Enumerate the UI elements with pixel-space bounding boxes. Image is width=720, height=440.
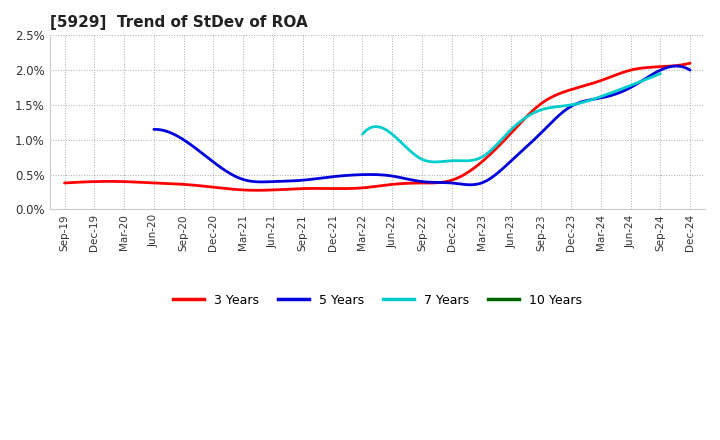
3 Years: [435, 180, 444, 185]
5 Years: [150, 127, 158, 132]
Line: 7 Years: 7 Years: [362, 73, 660, 162]
3 Years: [62, 180, 71, 186]
7 Years: [656, 71, 665, 76]
5 Years: [637, 78, 646, 84]
Text: [5929]  Trend of StDev of ROA: [5929] Trend of StDev of ROA: [50, 15, 307, 30]
5 Years: [480, 180, 488, 185]
7 Years: [536, 107, 545, 113]
3 Years: [629, 67, 638, 72]
Line: 3 Years: 3 Years: [65, 63, 690, 191]
7 Years: [541, 106, 550, 111]
7 Years: [629, 82, 638, 87]
3 Years: [60, 180, 69, 186]
3 Years: [445, 178, 454, 183]
5 Years: [471, 182, 480, 187]
7 Years: [610, 89, 618, 94]
3 Years: [685, 61, 694, 66]
7 Years: [536, 108, 544, 113]
3 Years: [590, 80, 598, 85]
5 Years: [672, 63, 680, 69]
3 Years: [253, 188, 261, 193]
5 Years: [603, 94, 612, 99]
5 Years: [151, 127, 160, 132]
5 Years: [469, 182, 477, 187]
7 Years: [358, 132, 366, 137]
Line: 5 Years: 5 Years: [154, 66, 690, 185]
5 Years: [465, 182, 474, 187]
Legend: 3 Years, 5 Years, 7 Years, 10 Years: 3 Years, 5 Years, 7 Years, 10 Years: [168, 289, 587, 312]
3 Years: [433, 180, 441, 185]
5 Years: [685, 67, 694, 73]
7 Years: [431, 159, 439, 165]
7 Years: [359, 130, 368, 136]
